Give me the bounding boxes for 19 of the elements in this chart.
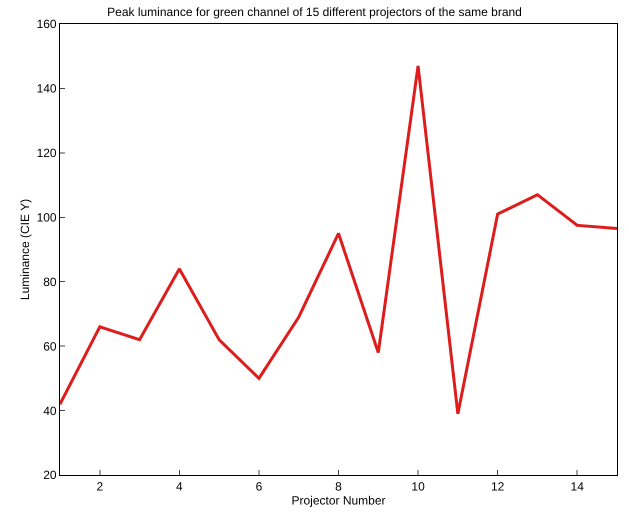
x-tick-label: 14 (570, 479, 584, 494)
x-tick-label: 2 (96, 479, 104, 494)
y-tick-label: 60 (43, 339, 57, 354)
y-tick-label: 100 (36, 210, 57, 224)
y-tick-label: 120 (36, 146, 57, 160)
x-tick-label: 6 (256, 479, 263, 494)
y-tick-label: 160 (36, 17, 57, 32)
y-tick-label: 140 (36, 82, 57, 96)
chart-title: Peak luminance for green channel of 15 different projectors of the same brand (107, 5, 522, 20)
x-tick-label: 4 (176, 479, 184, 494)
y-tick-label: 20 (43, 468, 57, 482)
line-series (60, 64, 617, 416)
y-tick-label: 40 (43, 404, 57, 418)
x-axis-title: Projector Number (291, 493, 386, 508)
x-tick-label: 12 (490, 479, 505, 494)
x-tick-label: 10 (411, 479, 426, 494)
x-tick-label: 8 (335, 479, 342, 494)
y-tick-label: 80 (43, 274, 57, 289)
y-axis-title: Luminance (CIE Y) (18, 198, 32, 300)
